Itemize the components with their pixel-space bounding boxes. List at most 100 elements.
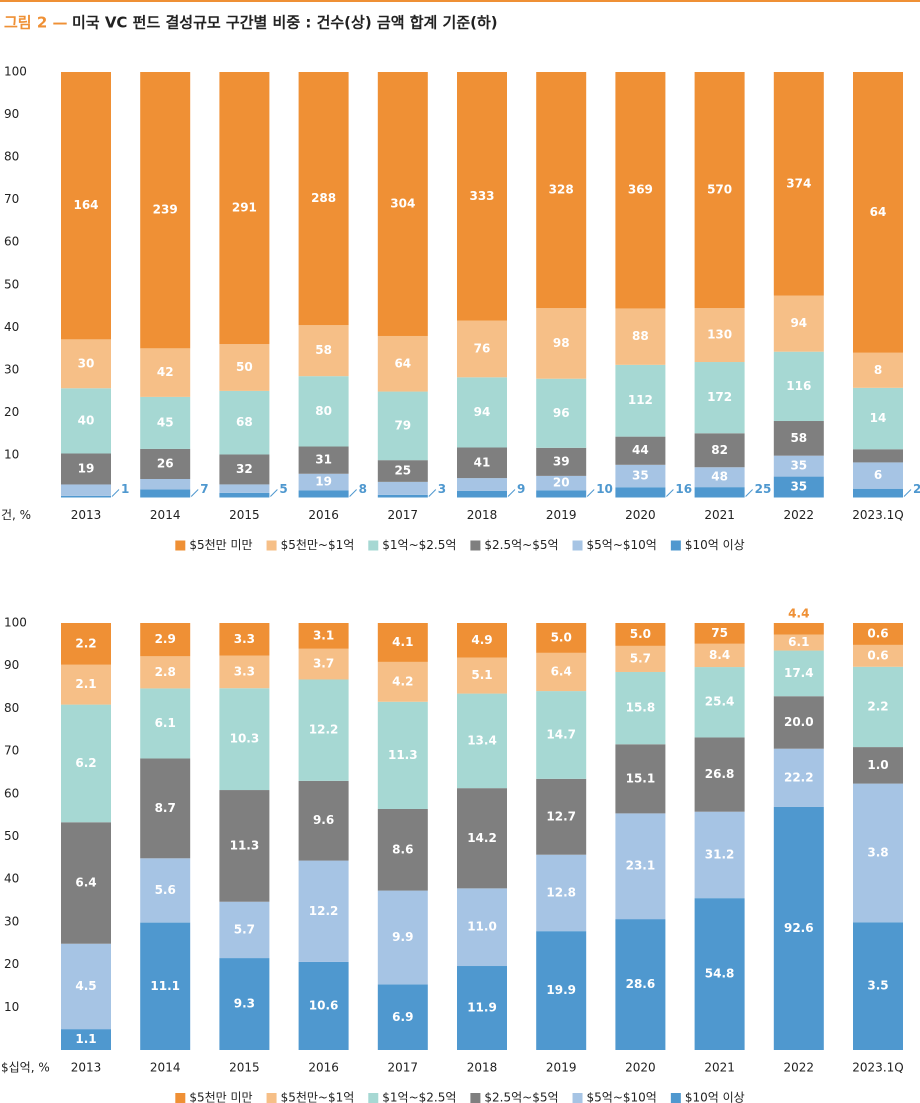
bar-segment [298,490,349,498]
data-label: 15.8 [626,701,656,715]
bar-segment [61,1029,111,1050]
data-label: 2.1 [75,677,96,691]
x-tick-label: 2017 [388,508,419,522]
bar-segment [140,922,191,1050]
bar-segment [773,72,824,296]
data-label: 288 [311,191,336,205]
x-tick-label: 2019 [546,508,577,522]
legend-swatch [175,1093,186,1103]
bar-segment [377,701,428,809]
bar-segment [61,664,111,705]
bar-segment [377,623,428,662]
data-label: 369 [628,183,653,197]
data-label: 5.6 [155,883,176,897]
bar-segment [615,72,666,309]
data-label: 64 [870,205,887,219]
data-label: 8 [874,363,882,377]
bar-segment [61,72,111,340]
data-label: 0.6 [867,648,888,662]
bar-segment [457,320,507,378]
bar-segment [219,790,270,902]
data-label: 35 [790,480,807,494]
bar-segment [773,476,824,498]
x-tick-label: 2016 [308,1061,339,1075]
legend-label: $1억~$2.5억 [382,1091,456,1103]
bar-segment [773,421,824,456]
data-label: 5.7 [234,922,255,936]
data-label: 2.8 [155,665,176,679]
legend-swatch [266,1093,277,1103]
figure-label: 그림 2 — [4,14,67,32]
bar-segment [298,446,349,474]
data-label: 6.1 [155,716,176,730]
data-label: 58 [315,343,332,357]
bar-segment [773,696,824,749]
data-label: 79 [394,418,411,432]
bar-segment [140,72,191,349]
x-tick-label: 2023.1Q [852,1061,903,1075]
data-label: 80 [315,404,332,418]
data-label: 25.4 [705,695,735,709]
data-label: 41 [474,455,491,469]
bar-segment [536,447,587,476]
legend-label: $10억 이상 [685,538,745,552]
data-label: 68 [236,415,253,429]
bar-segment [457,966,507,1050]
data-label: 8.6 [392,842,413,856]
bar-segment [536,623,587,653]
data-label: 5.0 [630,627,651,641]
y-tick-label: 40 [4,872,19,886]
data-label: 570 [707,183,732,197]
bar-segment [61,704,111,823]
data-label: 12.8 [546,885,576,899]
data-label: 2.9 [155,632,176,646]
data-label: 304 [390,196,415,210]
bar-segment [773,351,824,422]
legend-swatch [470,1093,481,1103]
data-label: 96 [553,406,570,420]
bar-segment [615,623,666,646]
data-label: 8.4 [709,648,730,662]
bar-segment [694,72,745,309]
bar-segment [61,495,111,498]
bar-segment [140,348,191,397]
data-label: 374 [786,176,811,190]
data-label: 4.4 [788,607,809,621]
bar-segment [140,656,191,689]
data-label: 172 [707,390,732,404]
bar-segment [536,691,587,779]
bar-segment [694,623,745,644]
data-label: 26 [157,456,174,470]
label-leader [111,489,120,497]
data-label: 10 [596,482,613,496]
bar-segment [377,661,428,702]
bar-segment [457,447,507,479]
data-label: 2.2 [867,699,888,713]
x-tick-label: 2022 [784,1061,815,1075]
bar-segment [773,806,824,1050]
legend-label: $2.5억~$5억 [484,1091,558,1103]
legend-label: $5천만 미만 [189,1090,252,1103]
data-label: 19 [78,461,95,475]
bar-segment [377,808,428,891]
bar-segment [219,655,270,689]
x-tick-label: 2016 [308,508,339,522]
data-label: 3.3 [234,632,255,646]
data-label: 112 [628,393,653,407]
data-label: 12.2 [309,723,339,737]
data-label: 82 [711,443,728,457]
x-tick-label: 2020 [625,1061,656,1075]
bar-segment [773,623,824,635]
y-tick-label: 20 [4,405,19,419]
x-tick-label: 2014 [150,508,181,522]
bar-segment [694,467,745,488]
bar-segment [298,961,349,1050]
legend-label: $1억~$2.5억 [382,538,456,552]
data-label: 6.2 [75,756,96,770]
bar-segment [457,693,507,789]
data-label: 94 [474,405,491,419]
y-tick-label: 70 [4,744,19,758]
y-tick-label: 90 [4,107,19,121]
y-tick-label: 80 [4,150,19,164]
